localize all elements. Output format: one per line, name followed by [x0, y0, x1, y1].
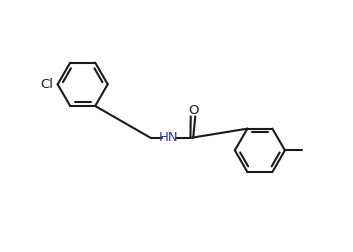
Text: HN: HN: [159, 132, 179, 144]
Text: O: O: [188, 104, 198, 117]
Text: Cl: Cl: [41, 78, 54, 91]
